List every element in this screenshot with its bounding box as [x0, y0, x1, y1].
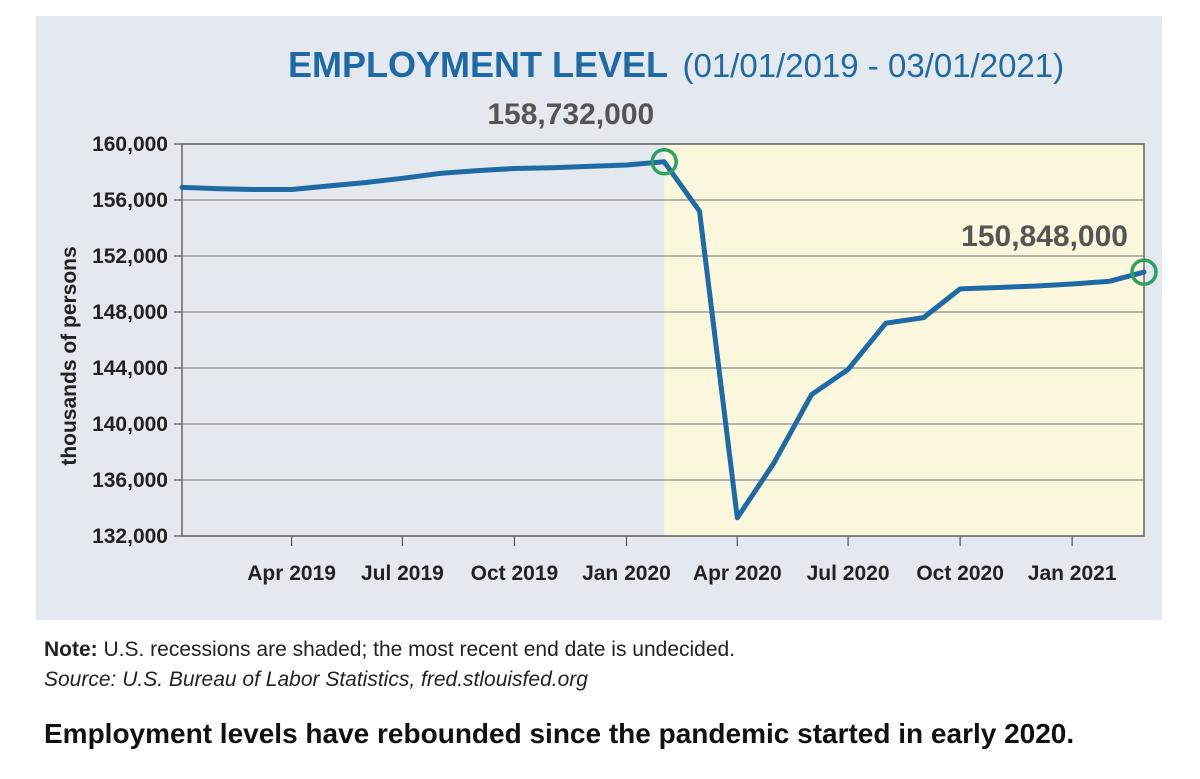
note-body: U.S. recessions are shaded; the most rec… [97, 638, 736, 661]
annotation-label: 150,848,000 [961, 220, 1128, 253]
annotation-marker [650, 148, 678, 176]
y-axis-ticks: 160,000 156,000 152,000 148,000 144,000 140,0… [92, 133, 182, 548]
title-main: EMPLOYMENT LEVEL [288, 44, 668, 85]
x-tick-label: Oct 2020 [916, 562, 1004, 585]
recession-shading [664, 144, 1144, 536]
annotation-marker [1130, 258, 1158, 286]
x-tick-label: Jan 2020 [582, 562, 671, 585]
x-tick-label: Apr 2019 [247, 562, 336, 585]
series-line-employment [179, 159, 1147, 521]
y-tick-label: 132,000 [92, 525, 168, 548]
y-axis-label: thousands of persons [58, 246, 81, 465]
note-label: Note: [44, 638, 98, 661]
y-tick-label: 148,000 [92, 301, 168, 324]
y-tick-label: 140,000 [92, 413, 168, 436]
caption: Employment levels have rebounded since t… [44, 718, 1075, 749]
chart-title: EMPLOYMENT LEVEL (01/01/2019 - 03/01/202… [288, 44, 1064, 85]
annotations: 158,732,000 150,848,000 [487, 98, 1158, 286]
employment-chart: EMPLOYMENT LEVEL (01/01/2019 - 03/01/202… [58, 44, 1158, 585]
x-tick-label: Jan 2021 [1028, 562, 1117, 585]
source-text: Source: U.S. Bureau of Labor Statistics,… [44, 668, 588, 691]
title-date-range: (01/01/2019 - 03/01/2021) [682, 47, 1064, 84]
plot-area-border [181, 143, 1145, 537]
y-tick-label: 152,000 [92, 245, 168, 268]
x-tick-label: Jul 2020 [807, 562, 890, 585]
x-tick-label: Jul 2019 [361, 562, 444, 585]
y-tick-label: 156,000 [92, 189, 168, 212]
note-text: Note: U.S. recessions are shaded; the mo… [44, 638, 735, 662]
y-tick-label: 160,000 [92, 133, 168, 156]
y-tick-label: 144,000 [92, 357, 168, 380]
y-tick-label: 136,000 [92, 469, 168, 492]
x-axis-ticks: Apr 2019 Jul 2019 Oct 2019 Jan 2020 Apr 2020… [247, 536, 1117, 585]
annotation-label: 158,732,000 [487, 98, 654, 131]
x-tick-label: Oct 2019 [471, 562, 559, 585]
grid-lines [182, 143, 1144, 537]
chart-panel: EMPLOYMENT LEVEL (01/01/2019 - 03/01/202… [36, 16, 1162, 620]
x-tick-label: Apr 2020 [693, 562, 782, 585]
